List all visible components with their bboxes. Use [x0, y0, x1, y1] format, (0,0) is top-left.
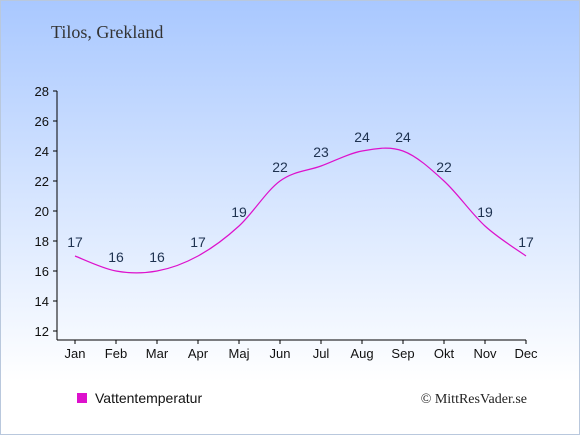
- x-tick-label: Maj: [229, 346, 250, 361]
- data-labels: 17 16 16 17 19 22 23 24 24 22 19 17: [67, 129, 534, 265]
- data-label: 19: [477, 204, 493, 220]
- x-tick-label: Jul: [313, 346, 330, 361]
- data-label: 17: [190, 234, 206, 250]
- y-tick-label: 20: [35, 204, 49, 219]
- x-tick-label: Jun: [270, 346, 291, 361]
- x-tick-label: Jan: [65, 346, 86, 361]
- y-tick-label: 24: [35, 144, 49, 159]
- x-tick-label: Aug: [350, 346, 373, 361]
- data-label: 23: [313, 144, 329, 160]
- x-tick-label: Feb: [105, 346, 127, 361]
- y-tick-label: 14: [35, 294, 49, 309]
- y-tick-label: 28: [35, 84, 49, 99]
- data-label: 16: [108, 249, 124, 265]
- data-label: 17: [518, 234, 534, 250]
- data-label: 16: [149, 249, 165, 265]
- x-tick-label: Apr: [188, 346, 209, 361]
- legend-swatch: [77, 393, 87, 403]
- y-tick-label: 26: [35, 114, 49, 129]
- x-tick-label: Okt: [434, 346, 455, 361]
- axes: [53, 90, 527, 344]
- copyright-credit[interactable]: © MittResVader.se: [421, 392, 527, 407]
- y-tick-label: 18: [35, 234, 49, 249]
- data-label: 24: [395, 129, 411, 145]
- y-tick-label: 12: [35, 324, 49, 339]
- y-tick-label: 16: [35, 264, 49, 279]
- x-tick-label: Nov: [473, 346, 497, 361]
- data-label: 22: [436, 159, 452, 175]
- data-label: 19: [231, 204, 247, 220]
- x-tick-label: Dec: [514, 346, 538, 361]
- x-tick-label: Mar: [146, 346, 169, 361]
- legend-label[interactable]: Vattentemperatur: [95, 390, 202, 406]
- x-tick-labels: Jan Feb Mar Apr Maj Jun Jul Aug Sep Okt Nov Dec: [65, 346, 539, 361]
- y-tick-labels: 12 14 16 18 20 22 24 26 28: [35, 84, 49, 339]
- data-label: 22: [272, 159, 288, 175]
- y-tick-label: 22: [35, 174, 49, 189]
- data-label: 17: [67, 234, 83, 250]
- chart-title: Tilos, Grekland: [51, 22, 163, 42]
- x-tick-label: Sep: [391, 346, 414, 361]
- data-label: 24: [354, 129, 370, 145]
- series-line-vattentemperatur: [74, 147, 527, 274]
